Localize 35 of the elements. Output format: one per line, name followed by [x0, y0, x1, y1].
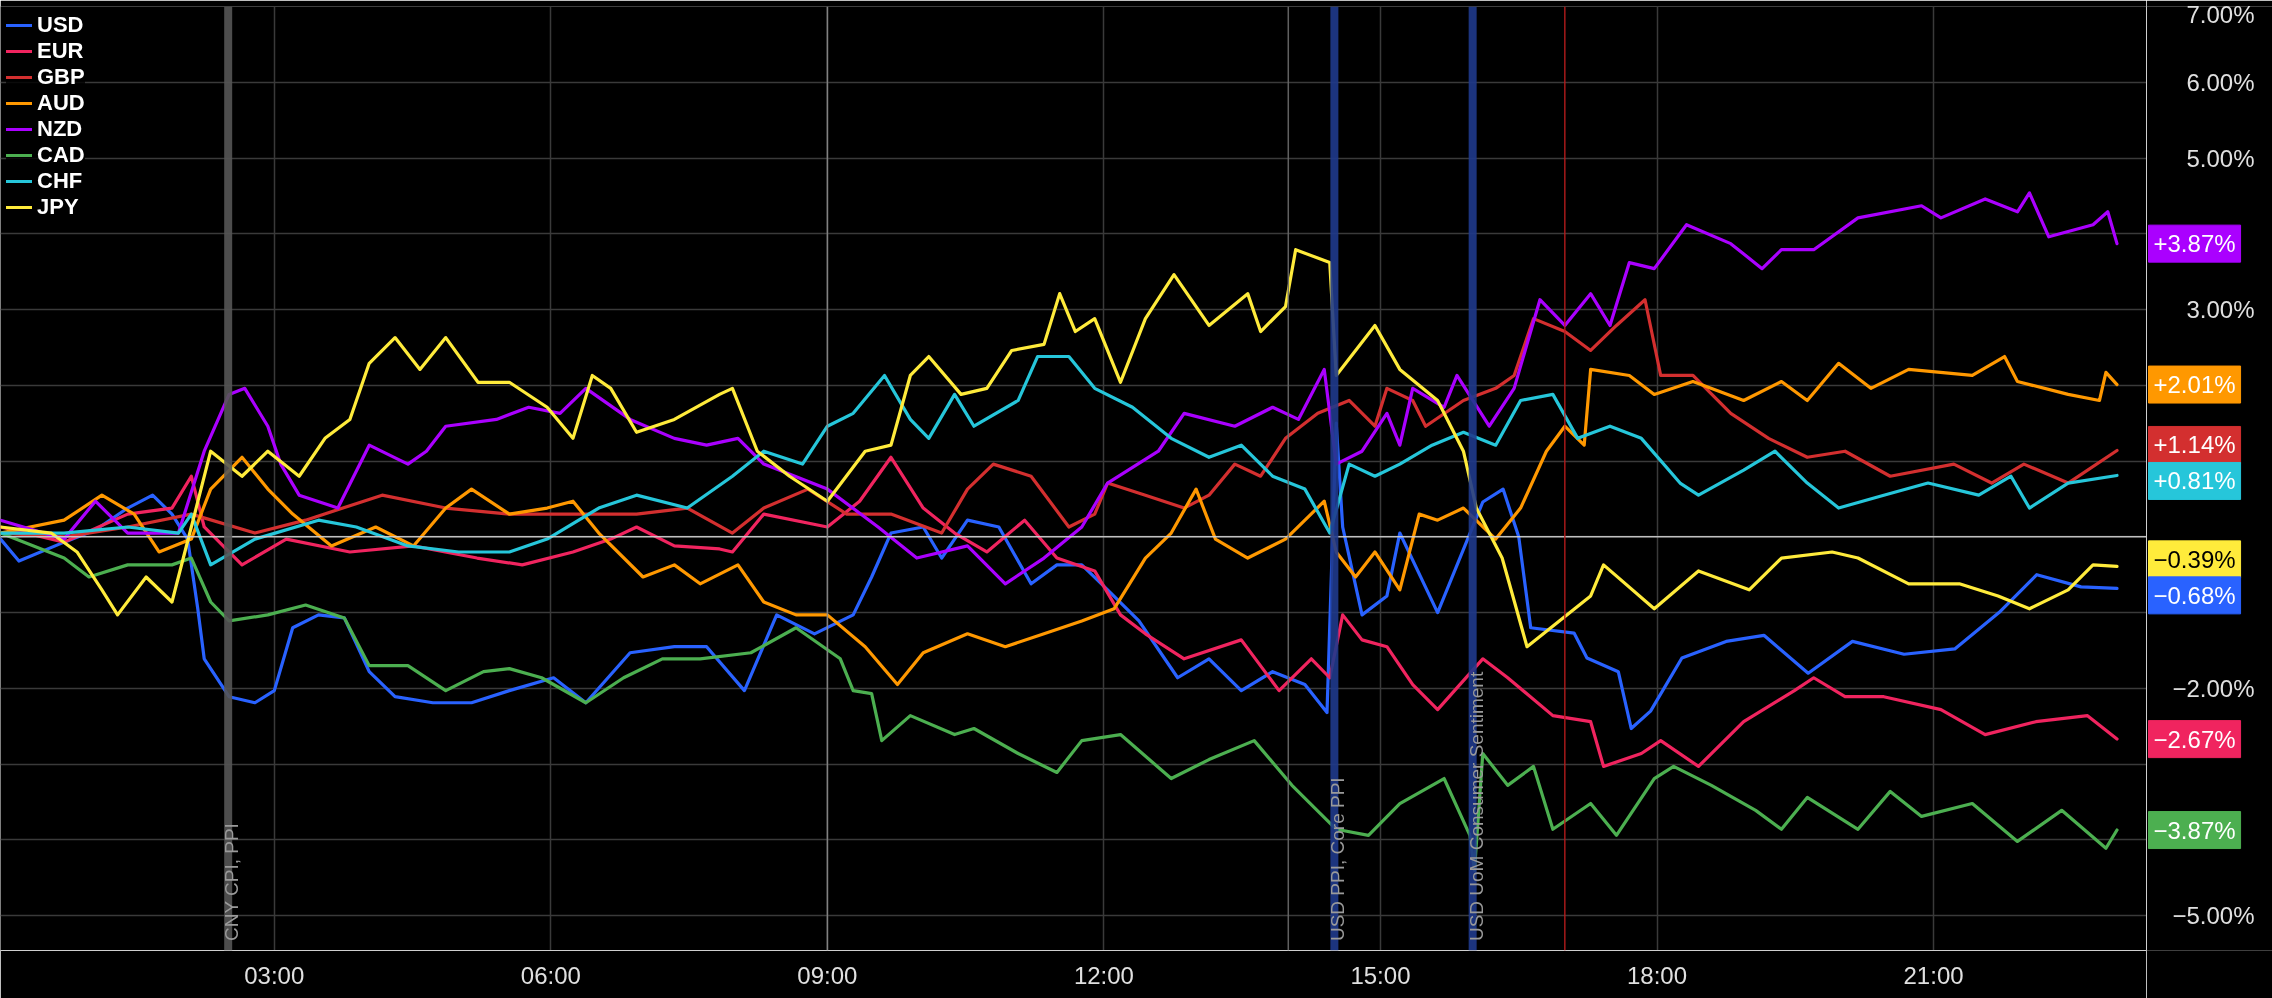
line-series [0, 248, 2119, 649]
y-tick-label: 6.00% [2186, 68, 2255, 96]
legend-label: EUR [37, 38, 84, 64]
y-tick-label: 5.00% [2186, 144, 2255, 172]
legend-label: CAD [37, 142, 85, 168]
y-tick-label: −5.00% [2172, 902, 2255, 930]
data-label: +2.01% [2153, 371, 2236, 399]
data-label: −0.39% [2153, 545, 2236, 573]
y-tick-label: −2.00% [2172, 674, 2255, 702]
x-tick-label: 12:00 [1073, 961, 1134, 989]
x-tick-label: 03:00 [244, 961, 305, 989]
legend-label: USD [37, 12, 84, 38]
line-series [0, 191, 2119, 586]
y-tick-label: 7.00% [2186, 0, 2255, 28]
data-label: +3.87% [2153, 230, 2236, 258]
legend-label: CHF [37, 168, 83, 194]
x-tick-label: 18:00 [1626, 961, 1688, 989]
y-tick-label: 3.00% [2186, 296, 2255, 324]
ref-line-label: CNY CPI, PPI [221, 823, 243, 942]
x-tick-label: 06:00 [520, 961, 581, 989]
x-tick-label: 21:00 [1903, 961, 1964, 989]
ref-line-label: USD PPI, Core PPI [1327, 777, 1349, 942]
ref-line-label: USD UoM Consumer Sentiment [1465, 671, 1487, 942]
x-tick-label: 09:00 [797, 961, 858, 989]
x-tick-label: 15:00 [1350, 961, 1411, 989]
data-label: +1.14% [2153, 431, 2236, 459]
line-series [0, 354, 2119, 567]
data-label: −0.68% [2153, 581, 2236, 609]
legend-label: AUD [37, 90, 85, 116]
legend-label: JPY [37, 194, 79, 220]
legend-label: GBP [37, 64, 85, 90]
legend-label: NZD [37, 116, 83, 142]
data-label: −2.67% [2153, 725, 2236, 753]
data-label: +0.81% [2153, 467, 2236, 495]
data-label: −3.87% [2153, 816, 2236, 844]
